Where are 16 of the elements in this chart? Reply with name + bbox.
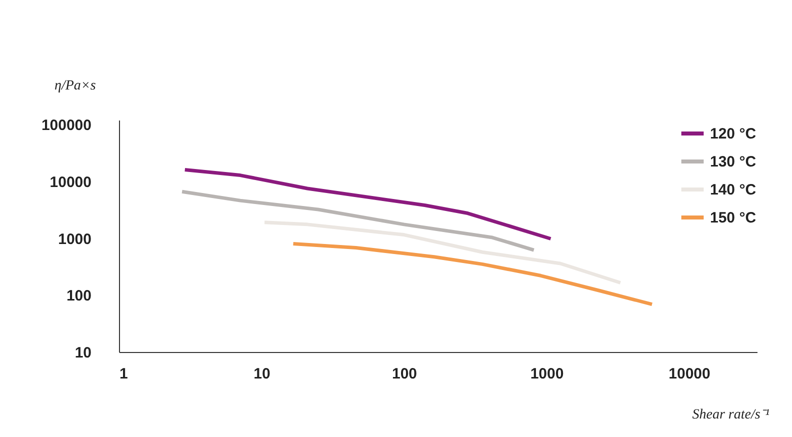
y-tick-label: 100 — [66, 288, 92, 305]
x-tick-label: 1 — [120, 366, 128, 382]
legend-label: 130 °C — [710, 154, 756, 170]
legend-label: 120 °C — [710, 126, 756, 142]
x-tick-label: 10000 — [668, 366, 710, 382]
y-tick-label: 10 — [74, 344, 92, 362]
y-axis-title: η/Pa×s — [54, 78, 96, 94]
x-tick-label: 1000 — [530, 366, 564, 382]
legend-label: 150 °C — [710, 210, 756, 226]
x-axis-title: Shear rate/s⁻¹ — [692, 408, 770, 422]
legend-label: 140 °C — [710, 182, 756, 198]
x-tick-label: 10 — [254, 366, 270, 382]
y-tick-label: 10000 — [50, 174, 92, 191]
x-tick-label: 100 — [392, 366, 418, 382]
y-tick-label: 1000 — [58, 230, 92, 248]
y-tick-label: 100000 — [41, 117, 92, 134]
